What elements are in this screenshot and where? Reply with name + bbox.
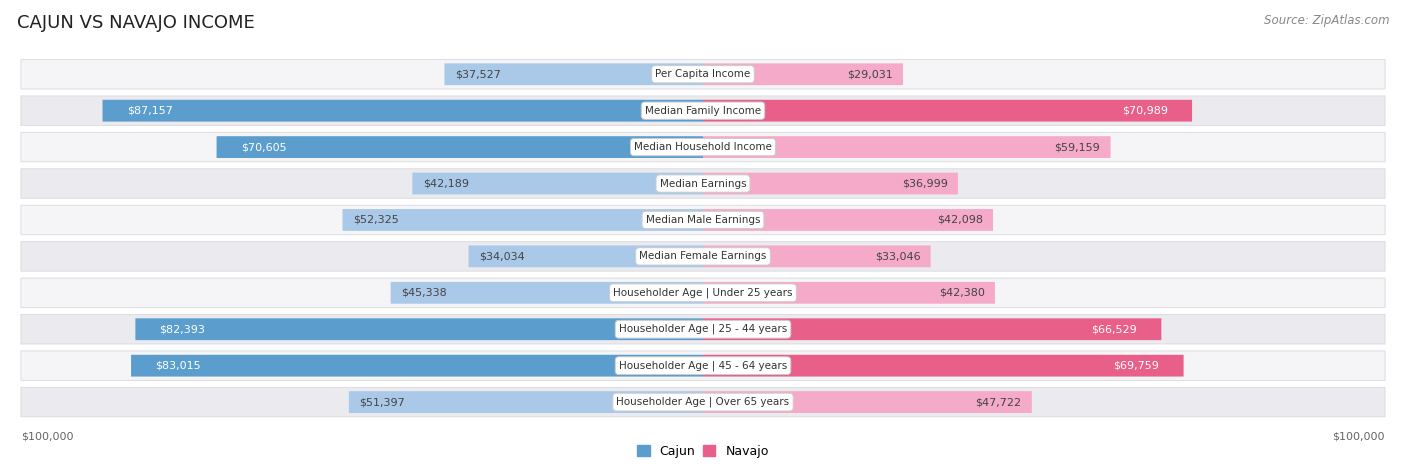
FancyBboxPatch shape xyxy=(343,209,703,231)
FancyBboxPatch shape xyxy=(703,209,993,231)
FancyBboxPatch shape xyxy=(21,205,1385,235)
FancyBboxPatch shape xyxy=(135,318,703,340)
Text: $83,015: $83,015 xyxy=(155,361,201,371)
Legend: Cajun, Navajo: Cajun, Navajo xyxy=(634,441,772,461)
FancyBboxPatch shape xyxy=(703,355,1184,376)
Text: $42,098: $42,098 xyxy=(936,215,983,225)
FancyBboxPatch shape xyxy=(468,246,703,267)
Text: $100,000: $100,000 xyxy=(21,432,73,442)
FancyBboxPatch shape xyxy=(349,391,703,413)
Text: $87,157: $87,157 xyxy=(127,106,173,116)
FancyBboxPatch shape xyxy=(21,351,1385,381)
Text: $42,380: $42,380 xyxy=(939,288,984,298)
Text: Median Female Earnings: Median Female Earnings xyxy=(640,251,766,262)
Text: Median Household Income: Median Household Income xyxy=(634,142,772,152)
FancyBboxPatch shape xyxy=(444,64,703,85)
FancyBboxPatch shape xyxy=(703,282,995,304)
FancyBboxPatch shape xyxy=(21,241,1385,271)
Text: CAJUN VS NAVAJO INCOME: CAJUN VS NAVAJO INCOME xyxy=(17,14,254,32)
Text: $36,999: $36,999 xyxy=(901,178,948,189)
FancyBboxPatch shape xyxy=(21,314,1385,344)
Text: Median Family Income: Median Family Income xyxy=(645,106,761,116)
FancyBboxPatch shape xyxy=(131,355,703,376)
FancyBboxPatch shape xyxy=(21,132,1385,162)
Text: $51,397: $51,397 xyxy=(360,397,405,407)
Text: Householder Age | 25 - 44 years: Householder Age | 25 - 44 years xyxy=(619,324,787,334)
Text: $59,159: $59,159 xyxy=(1054,142,1101,152)
Text: $34,034: $34,034 xyxy=(479,251,524,262)
FancyBboxPatch shape xyxy=(391,282,703,304)
Text: $70,989: $70,989 xyxy=(1122,106,1168,116)
Text: $42,189: $42,189 xyxy=(423,178,468,189)
FancyBboxPatch shape xyxy=(21,278,1385,308)
FancyBboxPatch shape xyxy=(217,136,703,158)
Text: $82,393: $82,393 xyxy=(159,324,205,334)
FancyBboxPatch shape xyxy=(103,100,703,121)
FancyBboxPatch shape xyxy=(703,318,1161,340)
Text: $69,759: $69,759 xyxy=(1114,361,1160,371)
FancyBboxPatch shape xyxy=(703,64,903,85)
Text: Median Male Earnings: Median Male Earnings xyxy=(645,215,761,225)
FancyBboxPatch shape xyxy=(703,246,931,267)
FancyBboxPatch shape xyxy=(412,173,703,194)
FancyBboxPatch shape xyxy=(703,136,1111,158)
Text: Per Capita Income: Per Capita Income xyxy=(655,69,751,79)
FancyBboxPatch shape xyxy=(703,100,1192,121)
Text: $66,529: $66,529 xyxy=(1091,324,1137,334)
FancyBboxPatch shape xyxy=(21,59,1385,89)
FancyBboxPatch shape xyxy=(703,391,1032,413)
Text: $45,338: $45,338 xyxy=(401,288,447,298)
Text: $70,605: $70,605 xyxy=(240,142,287,152)
Text: Median Earnings: Median Earnings xyxy=(659,178,747,189)
Text: Householder Age | Over 65 years: Householder Age | Over 65 years xyxy=(616,397,790,407)
Text: Householder Age | Under 25 years: Householder Age | Under 25 years xyxy=(613,288,793,298)
Text: $47,722: $47,722 xyxy=(976,397,1021,407)
Text: Householder Age | 45 - 64 years: Householder Age | 45 - 64 years xyxy=(619,361,787,371)
Text: $37,527: $37,527 xyxy=(454,69,501,79)
Text: $52,325: $52,325 xyxy=(353,215,398,225)
FancyBboxPatch shape xyxy=(21,169,1385,198)
Text: $100,000: $100,000 xyxy=(1333,432,1385,442)
FancyBboxPatch shape xyxy=(21,96,1385,126)
FancyBboxPatch shape xyxy=(21,387,1385,417)
Text: $33,046: $33,046 xyxy=(875,251,921,262)
FancyBboxPatch shape xyxy=(703,173,957,194)
Text: Source: ZipAtlas.com: Source: ZipAtlas.com xyxy=(1264,14,1389,27)
Text: $29,031: $29,031 xyxy=(846,69,893,79)
